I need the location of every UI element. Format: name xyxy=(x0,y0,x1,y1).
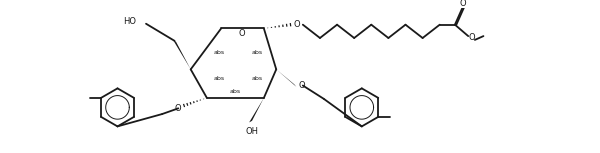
Text: O: O xyxy=(175,104,181,113)
Text: O: O xyxy=(294,20,301,29)
Text: O: O xyxy=(239,29,245,38)
Polygon shape xyxy=(173,40,191,69)
Text: abs: abs xyxy=(251,76,263,81)
Polygon shape xyxy=(249,98,264,122)
Text: abs: abs xyxy=(251,50,263,55)
Text: O: O xyxy=(459,0,466,8)
Text: HO: HO xyxy=(124,17,137,26)
Text: abs: abs xyxy=(214,50,225,55)
Text: OH: OH xyxy=(246,127,259,136)
Text: abs: abs xyxy=(230,89,241,94)
Text: abs: abs xyxy=(214,76,225,81)
Polygon shape xyxy=(276,69,296,87)
Text: O: O xyxy=(298,81,305,90)
Text: O: O xyxy=(469,34,475,43)
